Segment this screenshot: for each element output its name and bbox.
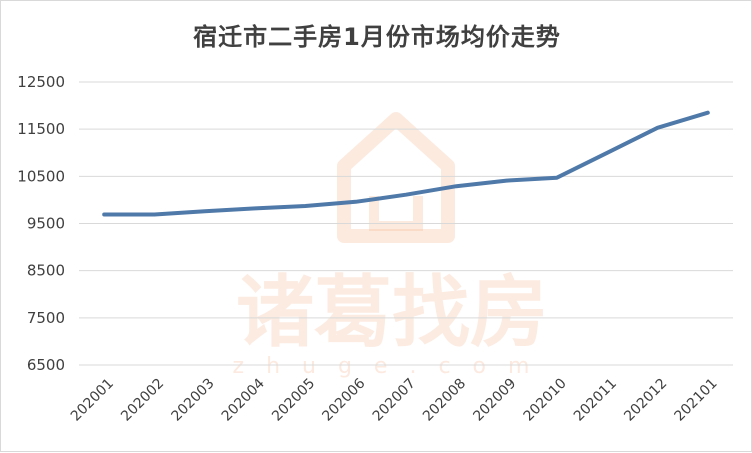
x-tick-label: 202002 [118, 376, 167, 425]
chart-title: 宿迁市二手房1月份市场均价走势 [193, 23, 561, 51]
y-tick-label: 6500 [27, 356, 65, 374]
x-tick-label: 202001 [68, 376, 117, 425]
x-tick-label: 202011 [571, 376, 620, 425]
y-tick-label: 8500 [27, 262, 65, 280]
y-tick-label: 7500 [27, 309, 65, 327]
watermark: 诸葛找房 zhuge.com [233, 112, 552, 379]
x-tick-label: 202009 [470, 376, 519, 425]
x-tick-label: 202005 [269, 376, 318, 425]
y-tick-label: 10500 [17, 167, 65, 185]
x-tick-label: 202012 [621, 376, 670, 425]
house-logo-icon [337, 112, 455, 243]
y-tick-label: 11500 [17, 120, 65, 138]
series-line [102, 110, 710, 217]
y-tick-label: 12500 [17, 73, 65, 91]
x-tick-label: 202006 [319, 375, 368, 424]
x-tick-label: 202010 [521, 376, 570, 425]
watermark-text: 诸葛找房 [236, 268, 548, 358]
x-tick-label: 202003 [168, 376, 217, 425]
x-tick-label: 202004 [219, 375, 268, 424]
x-tick-label: 202007 [370, 376, 419, 425]
x-tick-label: 202008 [420, 376, 469, 425]
y-tick-label: 9500 [27, 215, 65, 233]
x-tick-label: 202101 [672, 376, 721, 425]
watermark-subtext: zhuge.com [233, 354, 552, 379]
